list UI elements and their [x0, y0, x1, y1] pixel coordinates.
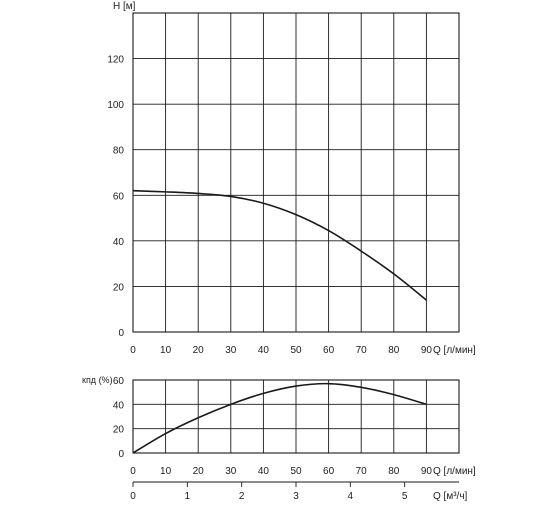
head-y-tick-label: 60: [113, 191, 125, 202]
flow-axis-tick-label: 2: [239, 491, 245, 502]
eff-y-tick-label: 0: [118, 449, 124, 460]
head-y-tick-label: 20: [113, 282, 125, 293]
head-x-tick-label: 0: [130, 345, 136, 356]
flow-axis-tick-label: 5: [402, 491, 408, 502]
eff-x-tick-label: 90: [421, 466, 433, 477]
eff-x-tick-label: 0: [130, 466, 136, 477]
eff-x-tick-label: 60: [323, 466, 335, 477]
head-frame: [132, 12, 460, 333]
flow-axis-tick-label: 0: [130, 491, 136, 502]
head-y-tick-label: 40: [113, 237, 125, 248]
flow-axis-tick-label: 3: [293, 491, 299, 502]
eff-x-tick-label: 80: [388, 466, 400, 477]
eff-x-tick-label: 40: [258, 466, 270, 477]
eff-x-tick-label: 20: [193, 466, 205, 477]
eff-frame: [132, 379, 460, 454]
head-y-tick-label: 120: [107, 55, 124, 66]
head-x-tick-label: 30: [225, 345, 237, 356]
eff-x-tick-label: 10: [160, 466, 172, 477]
head-x-tick-label: 90: [421, 345, 433, 356]
head-x-tick-label: 50: [290, 345, 302, 356]
flow-axis-tick-label: 4: [348, 491, 354, 502]
eff-y-tick-label: 20: [113, 425, 125, 436]
head-x-tick-label: 10: [160, 345, 172, 356]
head-x-tick-label: 70: [356, 345, 368, 356]
flow-axis-tick-label: 1: [185, 491, 191, 502]
head-y-tick-label: 80: [113, 146, 125, 157]
head-y-axis-label: H [м]: [113, 1, 136, 12]
head-x-axis-label: Q [л/мин]: [433, 345, 476, 356]
head-x-tick-label: 20: [193, 345, 205, 356]
head-curve: [132, 189, 427, 301]
eff-y-tick-label: 60: [113, 376, 125, 387]
head-x-tick-label: 60: [323, 345, 335, 356]
head-x-tick-label: 80: [388, 345, 400, 356]
eff-x-axis-label: Q [л/мин]: [433, 466, 476, 477]
head-y-tick-label: 0: [118, 328, 124, 339]
eff-y-tick-label: 40: [113, 400, 125, 411]
efficiency-chart: 0 20 40 60 0 10 20 30 40 50 60 70 80 90 Q [л/мин] кпд (…: [82, 375, 476, 477]
eff-curve: [132, 382, 427, 454]
flow-axis-label: Q [м³/ч]: [433, 491, 468, 502]
head-y-tick-label: 100: [107, 100, 124, 111]
eff-x-tick-label: 70: [356, 466, 368, 477]
eff-x-tick-label: 50: [290, 466, 302, 477]
eff-y-axis-label: кпд (%): [82, 375, 113, 385]
head-chart: 0 20 40 60 80 100 120 0 10 20 30 40 50 60 70 80 90 Q [л/м…: [107, 1, 476, 356]
flow-m3h-axis: 0 1 2 3 4 5 Q [м³/ч]: [130, 481, 468, 502]
head-x-tick-label: 40: [258, 345, 270, 356]
eff-x-tick-label: 30: [225, 466, 237, 477]
